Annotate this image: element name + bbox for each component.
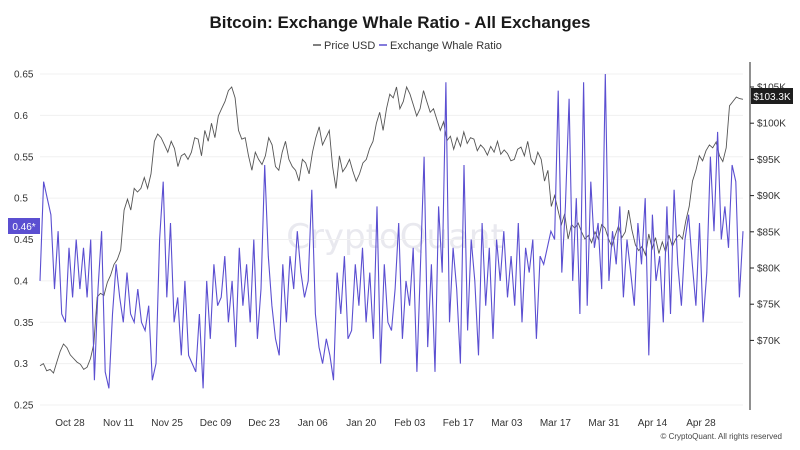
copyright-text: © CryptoQuant. All rights reserved bbox=[661, 432, 783, 441]
x-tick-label: Jan 06 bbox=[298, 418, 328, 429]
x-tick-label: Dec 09 bbox=[200, 418, 232, 429]
x-tick-label: Dec 23 bbox=[248, 418, 280, 429]
left-tick-label: 0.45 bbox=[14, 235, 34, 246]
right-tick-label: $75K bbox=[757, 300, 781, 311]
left-tick-label: 0.3 bbox=[14, 359, 28, 370]
legend[interactable]: Price USD Exchange Whale Ratio bbox=[313, 40, 502, 52]
x-axis: Oct 28 Nov 11 Nov 25 Dec 09 Dec 23 Jan 06 Jan … bbox=[55, 418, 716, 429]
price-usd-line bbox=[39, 85, 744, 374]
whale-ratio-current-label: 0.46* bbox=[12, 222, 35, 233]
x-tick-label: Mar 17 bbox=[540, 418, 572, 429]
x-tick-label: Feb 17 bbox=[443, 418, 475, 429]
left-tick-label: 0.55 bbox=[14, 152, 34, 163]
x-tick-label: Mar 03 bbox=[491, 418, 523, 429]
x-tick-label: Apr 28 bbox=[686, 418, 716, 429]
watermark: CryptoQuant bbox=[286, 217, 504, 257]
price-current-badge: $103.3K bbox=[751, 88, 793, 104]
whale-ratio-current-badge: 0.46* bbox=[8, 218, 40, 234]
price-current-label: $103.3K bbox=[753, 92, 791, 103]
left-tick-label: 0.5 bbox=[14, 194, 28, 205]
legend-label-whale-ratio[interactable]: Exchange Whale Ratio bbox=[390, 40, 502, 52]
left-tick-label: 0.4 bbox=[14, 276, 28, 287]
x-tick-label: Nov 25 bbox=[151, 418, 183, 429]
left-axis: 0.65 0.6 0.55 0.5 0.45 0.4 0.35 0.3 0.25 bbox=[14, 70, 34, 412]
left-tick-label: 0.35 bbox=[14, 318, 34, 329]
x-tick-label: Oct 28 bbox=[55, 418, 85, 429]
right-tick-label: $80K bbox=[757, 264, 781, 275]
left-tick-label: 0.65 bbox=[14, 70, 34, 81]
x-tick-label: Jan 20 bbox=[346, 418, 376, 429]
x-tick-label: Nov 11 bbox=[103, 418, 134, 429]
x-tick-label: Apr 14 bbox=[638, 418, 668, 429]
right-tick-label: $100K bbox=[757, 119, 786, 130]
right-tick-label: $70K bbox=[757, 336, 781, 347]
legend-label-price[interactable]: Price USD bbox=[324, 40, 375, 52]
x-tick-label: Feb 03 bbox=[394, 418, 426, 429]
x-tick-label: Mar 31 bbox=[588, 418, 620, 429]
right-tick-label: $95K bbox=[757, 155, 781, 166]
right-tick-label: $90K bbox=[757, 191, 781, 202]
right-axis: $105K$100K$95K$90K$85K$80K$75K$70K bbox=[750, 83, 786, 347]
whale-ratio-line bbox=[39, 73, 744, 389]
left-tick-label: 0.25 bbox=[14, 401, 34, 412]
right-tick-label: $85K bbox=[757, 227, 781, 238]
left-tick-label: 0.6 bbox=[14, 111, 28, 122]
chart-title: Bitcoin: Exchange Whale Ratio - All Exch… bbox=[210, 13, 591, 32]
